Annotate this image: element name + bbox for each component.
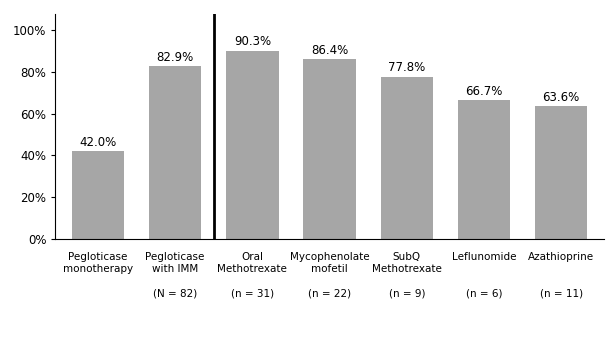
Text: Oral
Methotrexate: Oral Methotrexate (217, 252, 287, 274)
Text: 42.0%: 42.0% (79, 136, 116, 149)
Text: SubQ
Methotrexate: SubQ Methotrexate (372, 252, 442, 274)
Text: 82.9%: 82.9% (156, 51, 194, 64)
Bar (71, 151, 124, 239)
Text: (n = 9): (n = 9) (389, 288, 425, 298)
Bar (303, 59, 356, 239)
Bar (149, 66, 201, 239)
Bar (535, 106, 588, 239)
Text: Pegloticase
monotherapy: Pegloticase monotherapy (63, 252, 133, 274)
Text: (N = 82): (N = 82) (153, 288, 197, 298)
Bar (226, 50, 278, 239)
Text: (n = 11): (n = 11) (540, 288, 583, 298)
Bar (458, 100, 510, 239)
Text: 90.3%: 90.3% (234, 35, 271, 48)
Text: 66.7%: 66.7% (465, 85, 503, 98)
Text: Leflunomide: Leflunomide (452, 252, 516, 262)
Text: 63.6%: 63.6% (543, 91, 580, 104)
Bar (381, 77, 433, 239)
Text: Mycophenolate
mofetil: Mycophenolate mofetil (290, 252, 370, 274)
Text: 77.8%: 77.8% (388, 61, 426, 74)
Text: 86.4%: 86.4% (311, 44, 348, 57)
Text: Azathioprine: Azathioprine (528, 252, 594, 262)
Text: (n = 6): (n = 6) (466, 288, 502, 298)
Text: Pegloticase
with IMM: Pegloticase with IMM (145, 252, 205, 274)
Text: (n = 22): (n = 22) (308, 288, 351, 298)
Text: (n = 31): (n = 31) (231, 288, 274, 298)
